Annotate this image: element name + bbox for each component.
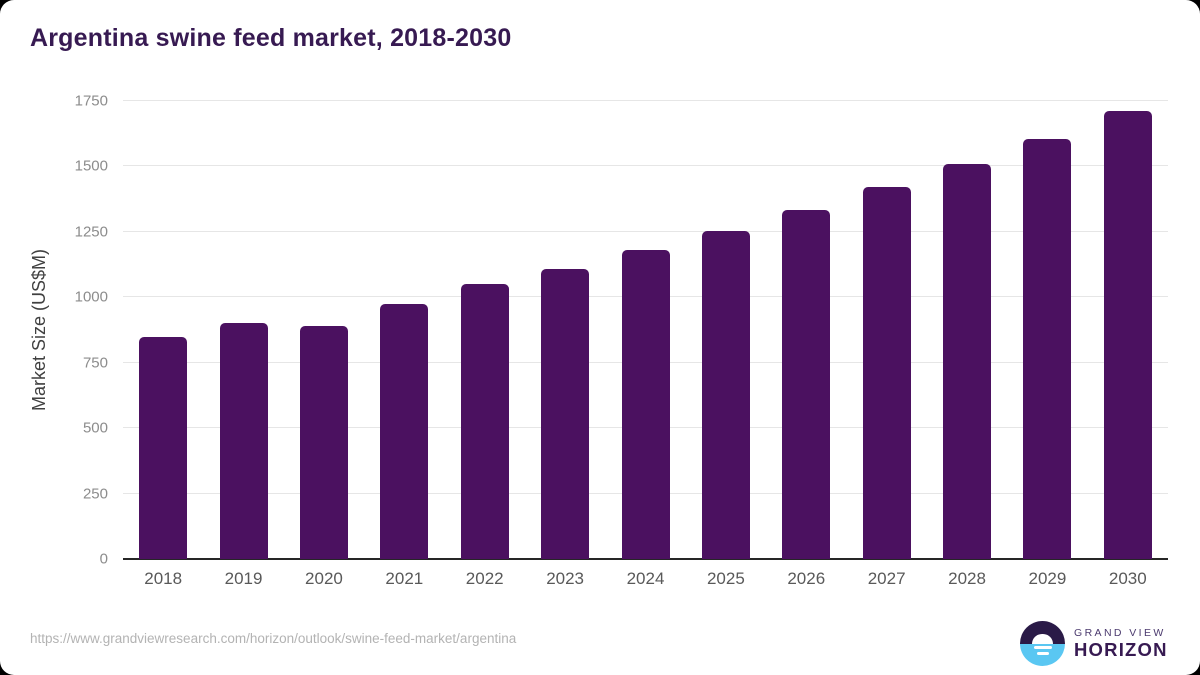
plot-area xyxy=(123,100,1168,560)
logo-sea-half xyxy=(1020,643,1065,666)
x-tick-label-2026: 2026 xyxy=(787,569,826,588)
bar-2021[interactable] xyxy=(380,303,429,559)
x-tick-label-2022: 2022 xyxy=(465,569,504,588)
x-tick-label-2020: 2020 xyxy=(305,569,343,588)
x-tick-label-2019: 2019 xyxy=(224,569,263,588)
sunrise-horizon-icon xyxy=(1020,621,1065,666)
bar-2026[interactable] xyxy=(782,209,831,559)
y-tick-label-250: 250 xyxy=(82,485,108,503)
bar-2025[interactable] xyxy=(701,230,750,559)
gridline-1500 xyxy=(123,165,1168,167)
bar-2027[interactable] xyxy=(862,187,911,559)
x-tick-label-2024: 2024 xyxy=(626,569,665,588)
y-tick-label-1500: 1500 xyxy=(74,157,108,175)
y-tick-label-0: 0 xyxy=(99,550,108,568)
x-axis-line xyxy=(123,558,1168,560)
y-tick-label-750: 750 xyxy=(82,354,108,372)
x-tick-label-2027: 2027 xyxy=(867,569,906,588)
bar-2030[interactable] xyxy=(1103,111,1152,559)
logo-reflection-line-2 xyxy=(1036,651,1049,655)
y-tick-label-1750: 1750 xyxy=(74,92,108,110)
x-tick-label-2025: 2025 xyxy=(706,569,745,588)
logo-text-grand-view: GRAND VIEW xyxy=(1074,626,1166,639)
logo-reflection-line-1 xyxy=(1033,646,1052,650)
x-tick-label-2023: 2023 xyxy=(546,569,585,588)
x-tick-label-2030: 2030 xyxy=(1108,569,1147,588)
logo-text: GRAND VIEW HORIZON xyxy=(1074,626,1168,660)
bar-2023[interactable] xyxy=(541,268,590,559)
x-axis-tick-labels: 2018 2019 2020 2021 2022 2023 2024 2025 2026 2027… xyxy=(123,569,1168,593)
bar-2029[interactable] xyxy=(1023,138,1072,559)
x-tick-label-2028: 2028 xyxy=(948,569,986,588)
grand-view-horizon-logo: GRAND VIEW HORIZON xyxy=(1020,621,1168,666)
bar-2024[interactable] xyxy=(621,250,670,559)
y-tick-label-1000: 1000 xyxy=(74,288,108,306)
y-tick-label-500: 500 xyxy=(82,419,108,437)
x-tick-label-2021: 2021 xyxy=(385,569,424,588)
logo-text-horizon: HORIZON xyxy=(1074,639,1168,660)
logo-sun-shape xyxy=(1032,633,1053,644)
logo-sky-half xyxy=(1020,621,1065,644)
y-tick-label-1250: 1250 xyxy=(74,223,108,241)
x-tick-label-2018: 2018 xyxy=(144,569,183,588)
bar-2022[interactable] xyxy=(460,284,509,559)
source-url: https://www.grandviewresearch.com/horizo… xyxy=(30,631,517,646)
y-axis-tick-labels: 0 250 500 750 1000 1250 1500 1750 xyxy=(0,93,108,568)
gridline-1250 xyxy=(123,230,1168,232)
bar-2028[interactable] xyxy=(943,163,992,559)
bar-2020[interactable] xyxy=(299,326,348,559)
x-tick-label-2029: 2029 xyxy=(1028,569,1067,588)
bar-2019[interactable] xyxy=(219,323,268,559)
bar-2018[interactable] xyxy=(139,336,188,559)
chart-title: Argentina swine feed market, 2018-2030 xyxy=(30,24,512,52)
gridline-1750 xyxy=(123,100,1168,101)
